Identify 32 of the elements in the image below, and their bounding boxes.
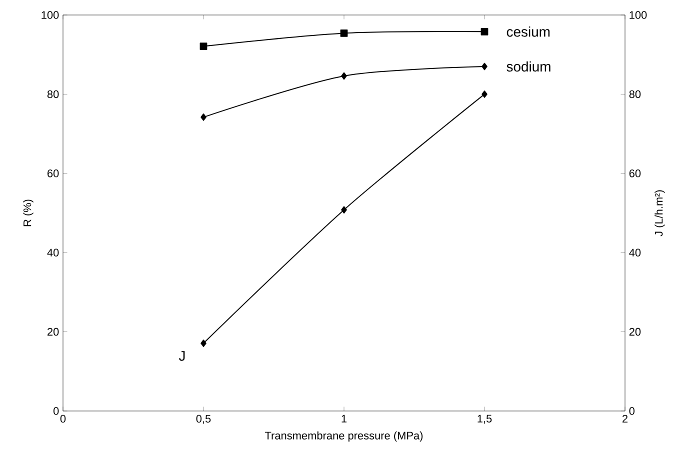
y-tick-label: 60: [48, 170, 59, 178]
x-tick-label: 0: [60, 414, 66, 423]
point: [200, 340, 206, 347]
y-tick-label: 20: [48, 328, 59, 336]
y2-tick-label: 20: [629, 328, 641, 336]
point: [340, 30, 348, 37]
point: [200, 113, 206, 121]
point: [482, 90, 488, 98]
y2-axis-title: J (L/h.m²): [654, 190, 665, 236]
y-tick-label: 100: [42, 11, 59, 19]
point: [200, 42, 208, 50]
y2-tick-label: 40: [629, 248, 641, 256]
y2-tick-label: 0: [629, 407, 635, 415]
x-tick-label: 1: [342, 414, 347, 422]
point: [482, 62, 488, 70]
y-tick-label: 0: [53, 407, 59, 415]
series-label: cesium: [506, 26, 550, 37]
y-axis-title: R (%): [23, 200, 34, 226]
point: [341, 72, 347, 80]
series-label: sodium: [506, 61, 550, 72]
x-tick-label: 2: [622, 414, 628, 423]
series-label: J: [178, 351, 185, 361]
x-axis-title: Transmembrane pressure (MPa): [264, 431, 423, 442]
y2-tick-label: 100: [630, 11, 647, 19]
x-tick-label: 0,5: [196, 414, 211, 424]
point: [480, 28, 488, 36]
point: [341, 206, 347, 214]
x-tick-label: 1,5: [478, 414, 492, 424]
y2-tick-label: 60: [629, 170, 641, 178]
y-tick-label: 80: [47, 90, 59, 98]
y2-tick-label: 80: [629, 90, 641, 98]
y-tick-label: 40: [47, 248, 59, 256]
